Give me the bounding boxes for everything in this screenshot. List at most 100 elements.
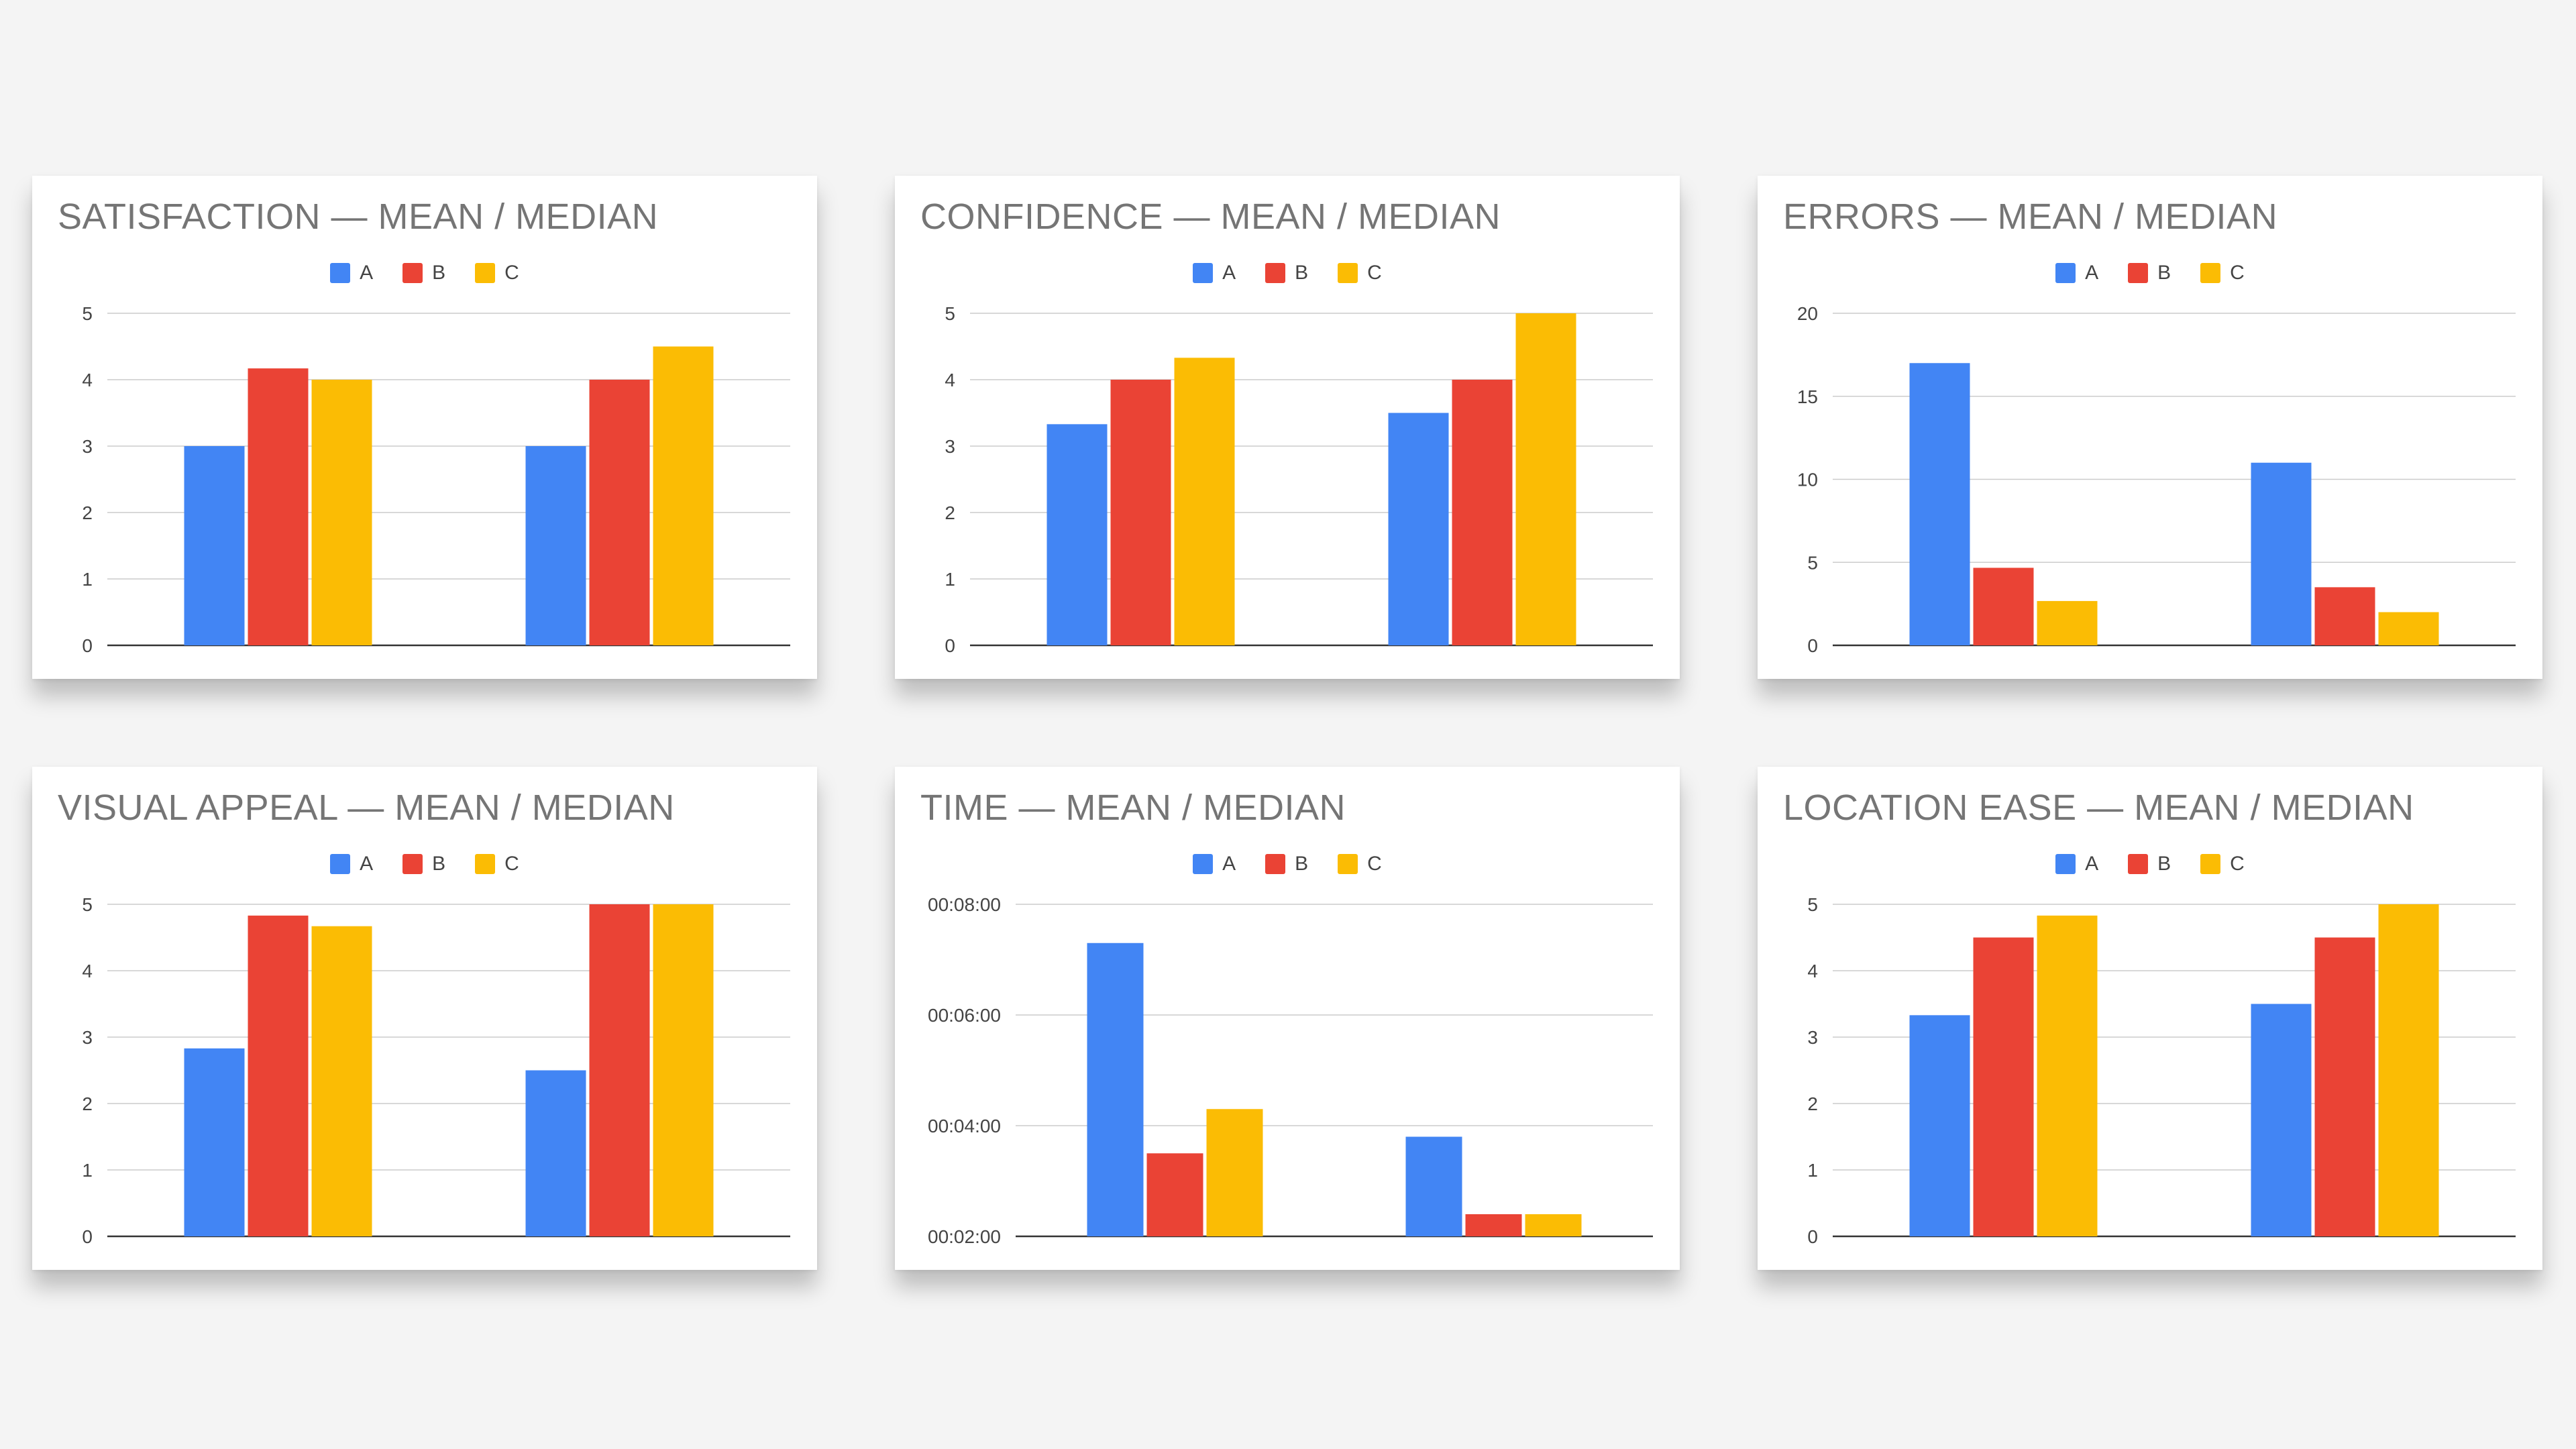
- y-tick-label: 5: [1807, 894, 1818, 915]
- bar-b-1: [1973, 937, 2034, 1236]
- bar-b-1: [248, 915, 309, 1236]
- bar-c-2: [1515, 313, 1576, 645]
- bar-a-2: [2251, 462, 2312, 645]
- y-tick-label: 4: [1807, 961, 1818, 981]
- y-tick-label: 3: [945, 436, 955, 457]
- y-tick-label: 2: [82, 1093, 93, 1114]
- legend-label-b: B: [1295, 262, 1309, 284]
- bar-c-1: [311, 380, 372, 645]
- legend-item-b: B: [1265, 262, 1308, 284]
- legend-item-b: B: [1265, 853, 1308, 875]
- legend-swatch-b: [2128, 263, 2149, 283]
- bar-c-1: [311, 926, 372, 1236]
- legend-item-c: C: [475, 262, 519, 284]
- chart-svg-location-ease: 0 1 2 3 4 5: [1807, 894, 2516, 1247]
- chart-card-errors: 0 5 10 15 20 ERRORS — MEAN / MEDIAN A B C: [1758, 176, 2542, 679]
- legend-label-c: C: [1367, 853, 1382, 875]
- legend-label-b: B: [432, 262, 446, 284]
- bar-b-1: [1110, 380, 1171, 645]
- legend-label-a: A: [360, 853, 374, 875]
- y-tick-label: 1: [82, 1160, 93, 1181]
- y-tick-label: 00:04:00: [928, 1116, 1001, 1136]
- y-tick-label: 5: [82, 894, 93, 915]
- legend-label-b: B: [2157, 262, 2171, 284]
- chart-card-location-ease: 0 1 2 3 4 5 LOCATION EASE — MEAN / MEDIAN A B…: [1758, 767, 2542, 1270]
- bar-b-1: [1973, 568, 2034, 645]
- bar-a-1: [1909, 363, 1970, 645]
- bar-c-1: [2037, 600, 2098, 645]
- legend-swatch-b: [1265, 854, 1286, 874]
- legend-label-a: A: [360, 262, 374, 284]
- chart-svg-time: 00:02:00 00:04:00 00:06:00 00:08:00: [928, 894, 1653, 1247]
- bar-c-2: [2378, 612, 2439, 645]
- legend-label-b: B: [432, 853, 446, 875]
- chart-title: SATISFACTION — MEAN / MEDIAN: [58, 197, 659, 237]
- legend-item-a: A: [330, 853, 373, 875]
- legend-label-c: C: [504, 853, 519, 875]
- bar-a-1: [1087, 943, 1144, 1236]
- y-tick-label: 4: [945, 370, 955, 390]
- bar-b-1: [1146, 1153, 1203, 1236]
- y-tick-label: 2: [945, 502, 955, 523]
- legend-swatch-c: [2200, 854, 2221, 874]
- chart-title: VISUAL APPEAL — MEAN / MEDIAN: [58, 788, 675, 828]
- legend-swatch-a: [2055, 854, 2076, 874]
- legend-swatch-b: [2128, 854, 2149, 874]
- y-tick-label: 1: [82, 569, 93, 590]
- y-tick-label: 10: [1797, 470, 1818, 490]
- chart-legend: A B C: [895, 853, 1680, 875]
- chart-legend: A B C: [32, 262, 817, 284]
- legend-item-c: C: [1338, 853, 1382, 875]
- legend-label-a: A: [1222, 262, 1236, 284]
- bar-b-2: [2314, 587, 2375, 645]
- legend-label-a: A: [1222, 853, 1236, 875]
- legend-item-b: B: [2128, 853, 2171, 875]
- bar-a-1: [184, 1048, 245, 1236]
- bar-b-2: [589, 904, 650, 1236]
- y-tick-label: 5: [1807, 552, 1818, 573]
- bar-a-2: [1388, 413, 1449, 645]
- legend-item-a: A: [2055, 262, 2098, 284]
- bar-b-1: [248, 368, 309, 645]
- legend-swatch-b: [1265, 263, 1286, 283]
- legend-swatch-a: [330, 263, 351, 283]
- y-tick-label: 3: [1807, 1027, 1818, 1048]
- chart-title: TIME — MEAN / MEDIAN: [920, 788, 1346, 828]
- legend-label-a: A: [2085, 262, 2099, 284]
- bar-c-2: [2378, 904, 2439, 1236]
- legend-swatch-b: [402, 263, 423, 283]
- y-tick-label: 15: [1797, 386, 1818, 407]
- y-tick-label: 0: [82, 635, 93, 656]
- legend-swatch-c: [1338, 854, 1358, 874]
- chart-legend: A B C: [895, 262, 1680, 284]
- chart-svg-visual-appeal: 0 1 2 3 4 5: [82, 894, 790, 1247]
- legend-item-c: C: [2200, 262, 2245, 284]
- bar-b-2: [1465, 1214, 1522, 1236]
- legend-swatch-c: [2200, 263, 2221, 283]
- legend-item-a: A: [2055, 853, 2098, 875]
- bar-b-2: [1452, 380, 1513, 645]
- y-tick-label: 00:02:00: [928, 1226, 1001, 1247]
- y-tick-label: 00:08:00: [928, 894, 1001, 915]
- bar-b-2: [589, 380, 650, 645]
- chart-legend: A B C: [1758, 262, 2542, 284]
- legend-label-c: C: [2230, 853, 2245, 875]
- y-tick-label: 1: [1807, 1160, 1818, 1181]
- legend-item-b: B: [2128, 262, 2171, 284]
- legend-item-b: B: [402, 262, 445, 284]
- legend-swatch-a: [1193, 854, 1214, 874]
- chart-legend: A B C: [32, 853, 817, 875]
- y-tick-label: 4: [82, 370, 93, 390]
- chart-svg-satisfaction: 0 1 2 3 4 5: [82, 303, 790, 656]
- chart-title: ERRORS — MEAN / MEDIAN: [1783, 197, 2278, 237]
- y-tick-label: 0: [1807, 635, 1818, 656]
- y-tick-label: 3: [82, 1027, 93, 1048]
- legend-label-a: A: [2085, 853, 2099, 875]
- legend-label-c: C: [504, 262, 519, 284]
- legend-item-c: C: [2200, 853, 2245, 875]
- y-tick-label: 2: [82, 502, 93, 523]
- legend-swatch-c: [475, 854, 496, 874]
- legend-item-c: C: [475, 853, 519, 875]
- bar-c-2: [653, 904, 714, 1236]
- chart-card-time: 00:02:00 00:04:00 00:06:00 00:08:00 TIME — …: [895, 767, 1680, 1270]
